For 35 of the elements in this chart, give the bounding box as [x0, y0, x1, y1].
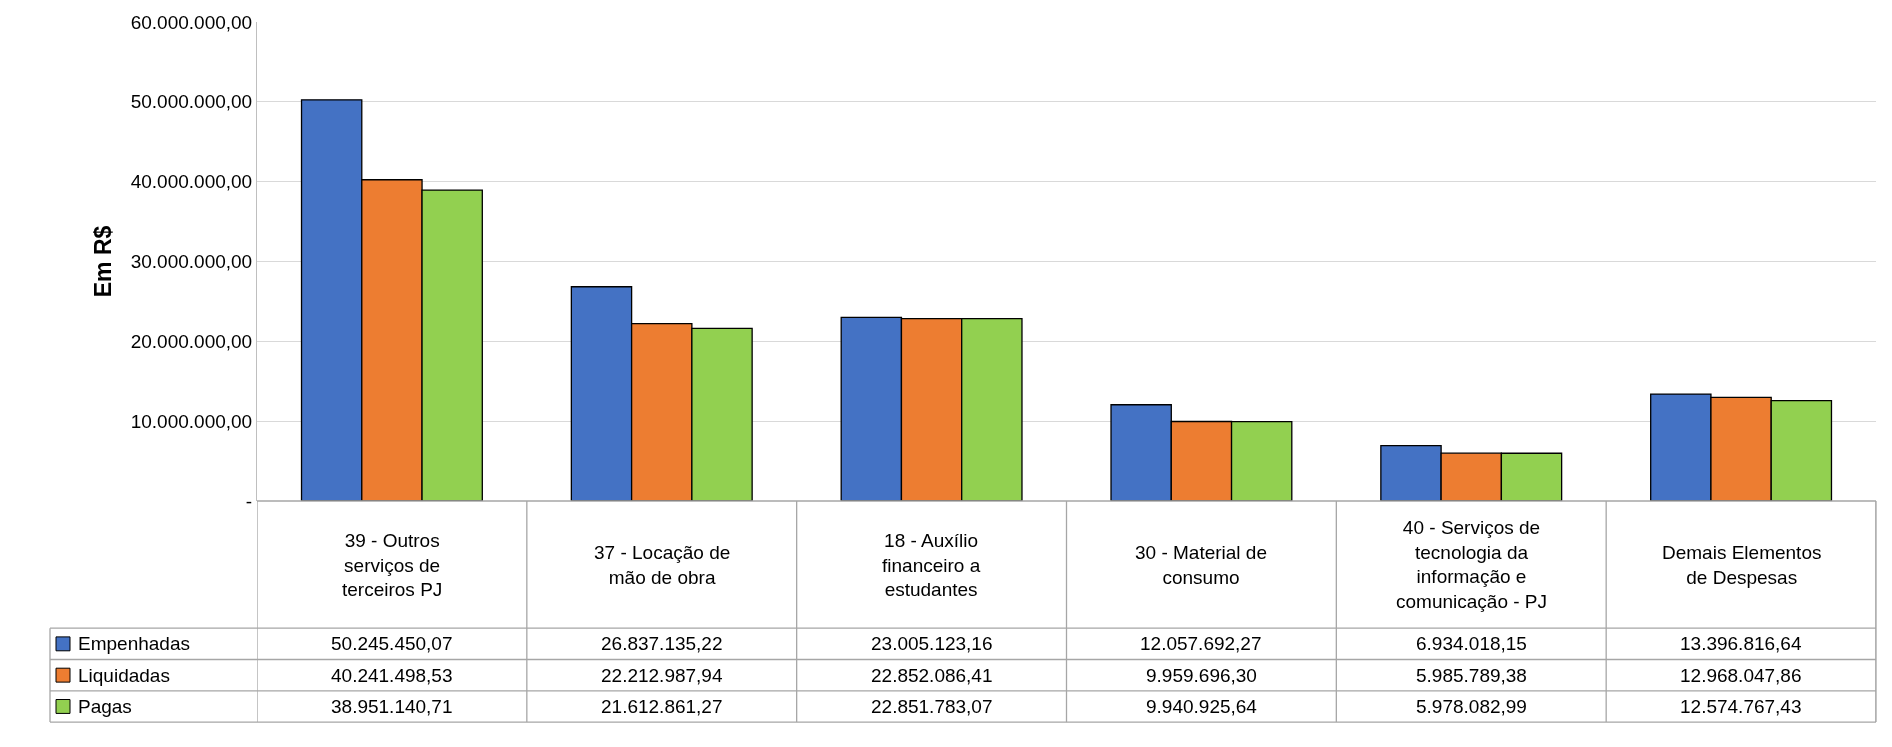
y-tick-label: 60.000.000,00: [130, 11, 253, 33]
x-tick-label: 39 - Outros serviços de terceiros PJ: [342, 530, 443, 601]
data-label: 9.940.925,64: [1146, 696, 1258, 717]
y-tick-label: 10.000.000,00: [130, 410, 253, 432]
data-label: 12.574.767,43: [1680, 696, 1802, 717]
x-tick-label: 18 - Auxílio financeiro a estudantes: [882, 530, 981, 601]
data-label: 50.245.450,07: [331, 633, 453, 654]
data-label: 5.985.789,38: [1416, 665, 1527, 686]
y-tick-label: 30.000.000,00: [130, 251, 253, 273]
data-label: 21.612.861,27: [601, 696, 723, 717]
y-axis-title: Em R$: [90, 225, 117, 298]
data-label: 9.959.696,30: [1146, 665, 1257, 686]
y-tick-label: -: [245, 490, 253, 512]
data-label: 38.951.140,71: [331, 696, 453, 717]
data-label: 6.934.018,15: [1416, 633, 1527, 654]
data-label: 12.057.692,27: [1140, 633, 1262, 654]
data-label: 26.837.135,22: [601, 633, 723, 654]
x-tick-label: 37 - Locação de mão de obra: [594, 542, 731, 588]
data-label: 22.212.987,94: [601, 665, 723, 686]
legend-label: Pagas: [78, 696, 132, 717]
y-tick-label: 20.000.000,00: [130, 330, 253, 352]
y-tick-label: 50.000.000,00: [130, 91, 253, 113]
data-label: 13.396.816,64: [1680, 633, 1802, 654]
legend-label: Liquidadas: [78, 665, 170, 686]
x-tick-label: 30 - Material de consumo: [1135, 542, 1268, 588]
x-tick-label: 40 - Serviços de tecnologia da informação e comunicação - PJ: [1396, 517, 1548, 613]
data-label: 40.241.498,53: [331, 665, 453, 686]
y-tick-label: 40.000.000,00: [130, 171, 253, 193]
data-label: 5.978.082,99: [1416, 696, 1527, 717]
data-label: 22.852.086,41: [871, 665, 993, 686]
x-tick-label: Demais Elementos de Despesas: [1662, 542, 1822, 588]
legend-label: Empenhadas: [78, 633, 190, 654]
data-label: 22.851.783,07: [871, 696, 993, 717]
data-label: 12.968.047,86: [1680, 665, 1802, 686]
data-label: 23.005.123,16: [871, 633, 993, 654]
